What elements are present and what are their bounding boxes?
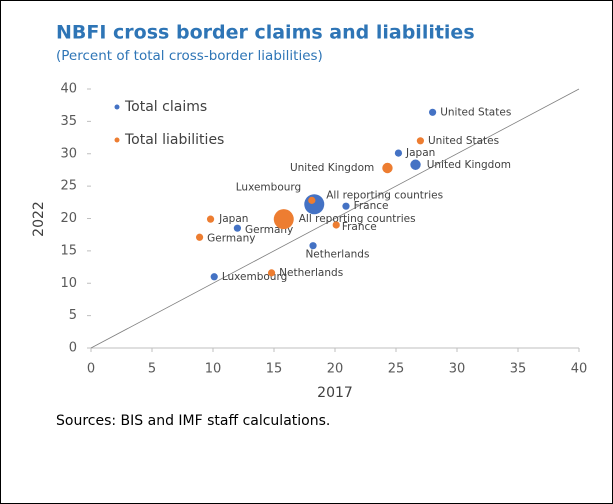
point (382, 162, 393, 174)
chart-subtitle: (Percent of total cross-border liabiliti… (56, 48, 323, 64)
y-tick-label: 20 (60, 211, 77, 226)
point (332, 221, 340, 229)
point-label: France (354, 200, 389, 212)
point (342, 202, 350, 210)
y-tick-label: 25 (60, 179, 77, 194)
x-tick-label: 35 (510, 362, 527, 377)
x-tick-label: 40 (571, 362, 588, 377)
point (410, 159, 421, 170)
point (267, 269, 276, 277)
x-axis-title: 2017 (317, 385, 353, 401)
point-label: Luxembourg (236, 181, 301, 193)
point-label: Germany (207, 232, 255, 244)
point-label: United States (428, 135, 499, 147)
x-tick-label: 20 (327, 362, 344, 377)
point (309, 242, 317, 250)
legend-marker (114, 137, 120, 143)
y-tick-label: 0 (69, 341, 77, 356)
point-label: All reporting countries (299, 213, 416, 225)
point-label: Japan (218, 213, 248, 225)
y-tick-label: 35 (60, 114, 77, 129)
y-tick-label: 30 (60, 146, 77, 161)
point-label: Netherlands (305, 249, 369, 261)
legend-label: Total liabilities (124, 132, 224, 148)
x-tick-label: 25 (388, 362, 405, 377)
y-tick-label: 5 (69, 308, 77, 323)
y-tick-label: 40 (60, 82, 77, 97)
x-tick-label: 10 (205, 362, 222, 377)
point-label: All reporting countries (326, 189, 443, 201)
point (304, 194, 325, 215)
x-tick-label: 0 (87, 362, 95, 377)
point (206, 215, 215, 223)
y-tick-label: 15 (60, 243, 77, 258)
point (233, 224, 241, 232)
point (394, 149, 403, 157)
point (195, 233, 204, 241)
x-tick-label: 5 (148, 362, 156, 377)
chart-title: NBFI cross border claims and liabilities (56, 22, 475, 44)
diagonal-reference-line (90, 88, 580, 349)
point-label: Netherlands (279, 267, 343, 279)
x-tick-label: 30 (449, 362, 466, 377)
point-label: Luxembourg (222, 271, 287, 283)
point (210, 273, 218, 281)
legend-label: Total claims (124, 99, 207, 115)
point (273, 209, 294, 230)
point-label: France (342, 221, 377, 233)
source-note: Sources: BIS and IMF staff calculations. (56, 413, 330, 429)
x-tick-label: 15 (266, 362, 283, 377)
legend-marker (114, 104, 120, 110)
point-label: United Kingdom (427, 159, 511, 171)
point (416, 137, 424, 145)
point-label: Japan (405, 147, 435, 159)
point (308, 196, 316, 204)
y-axis-title: 2022 (31, 201, 47, 237)
point-label: United States (440, 106, 511, 118)
point (429, 108, 437, 116)
point-label: United Kingdom (290, 162, 374, 174)
y-tick-label: 10 (60, 276, 77, 291)
